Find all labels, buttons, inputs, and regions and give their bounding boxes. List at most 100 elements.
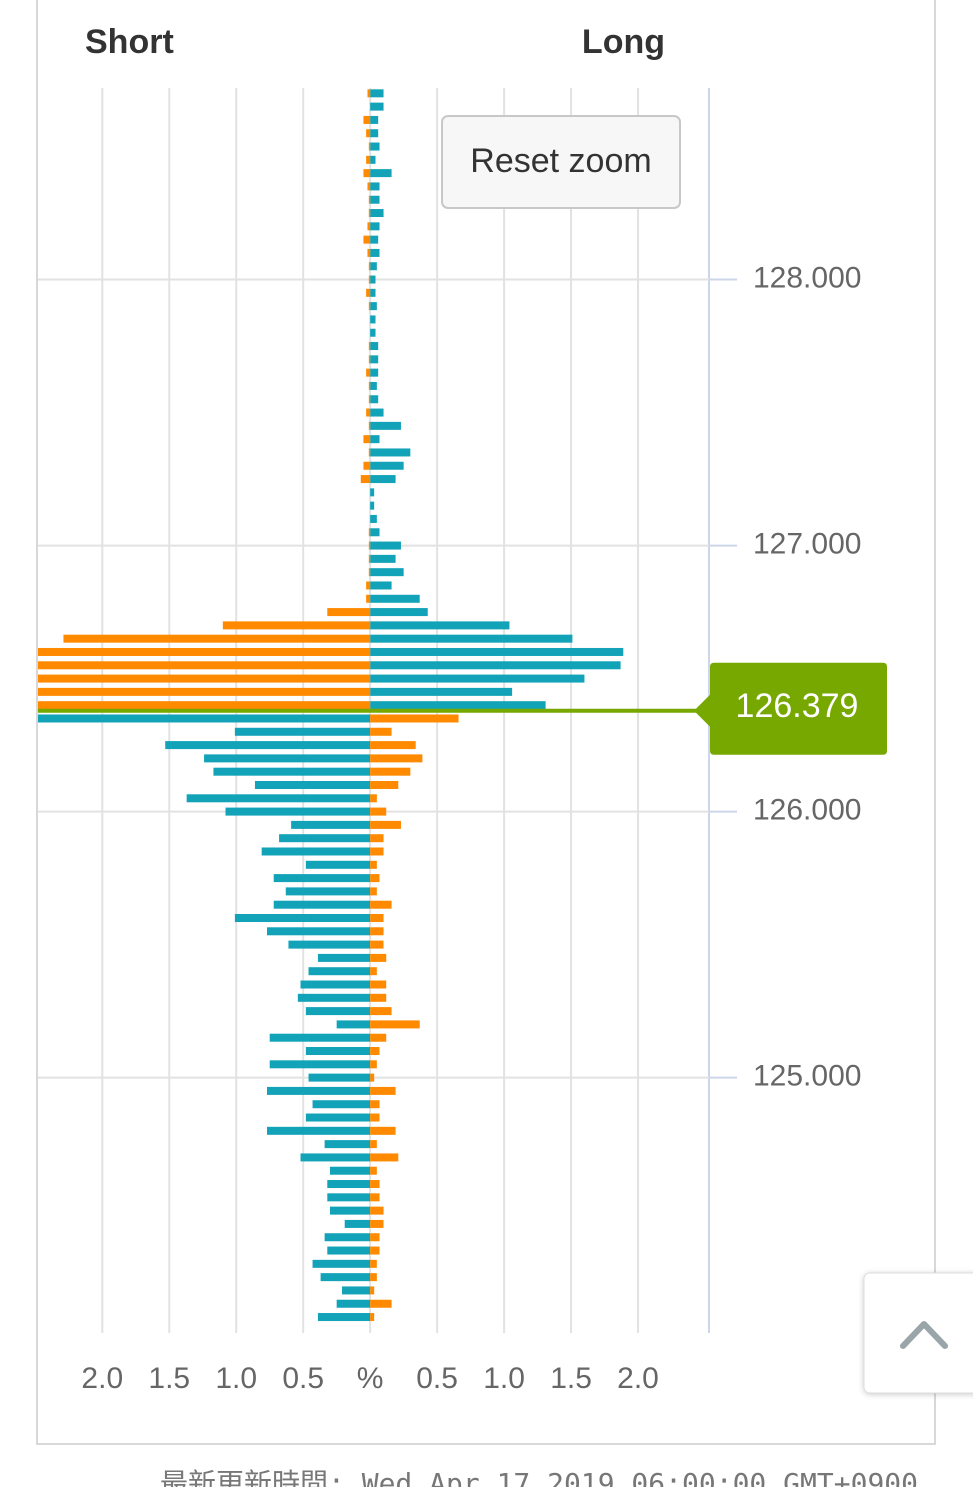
bar: [370, 288, 376, 297]
bar: [370, 847, 384, 856]
bar: [300, 1153, 371, 1162]
reset-zoom-bg[interactable]: [441, 115, 681, 209]
bar: [38, 714, 371, 723]
bar: [360, 475, 371, 484]
bar: [370, 581, 392, 590]
bar: [368, 381, 371, 390]
bar: [324, 1140, 371, 1149]
bar: [370, 488, 375, 497]
bar: [269, 1033, 371, 1042]
bar: [165, 741, 371, 750]
y-tick-label: 126.000: [753, 794, 861, 827]
bar: [370, 1020, 420, 1029]
bar: [254, 780, 371, 789]
bar: [370, 89, 384, 98]
bar: [370, 900, 392, 909]
bar: [370, 421, 401, 430]
bar: [312, 1100, 371, 1109]
bar: [370, 115, 379, 124]
bar: [368, 448, 371, 457]
bar: [370, 1047, 380, 1056]
bar: [370, 554, 396, 563]
bar: [370, 727, 392, 736]
bar: [370, 1259, 377, 1268]
bar: [370, 501, 375, 510]
bar: [267, 1086, 371, 1095]
bar: [370, 1086, 396, 1095]
bar: [327, 608, 371, 617]
bar: [368, 421, 371, 430]
bar: [370, 701, 546, 710]
bar: [363, 115, 371, 124]
bar: [370, 1153, 399, 1162]
bar: [370, 1206, 384, 1215]
scroll-top-button[interactable]: [863, 1272, 973, 1394]
bar: [370, 687, 513, 696]
bar: [370, 1126, 396, 1135]
y-tick-label: 128.000: [753, 261, 861, 294]
bar: [370, 794, 377, 803]
bar: [367, 248, 371, 257]
bar: [370, 328, 376, 337]
bar: [327, 1180, 371, 1189]
x-tick-label: 2.0: [617, 1362, 659, 1395]
bar: [366, 408, 371, 417]
bar: [370, 1007, 392, 1016]
bar: [370, 448, 411, 457]
bar: [279, 834, 371, 843]
bar: [370, 780, 399, 789]
bar: [368, 275, 371, 284]
bar: [370, 129, 379, 138]
bar: [370, 408, 384, 417]
x-tick-label: %: [357, 1362, 384, 1395]
bar: [370, 887, 377, 896]
bar: [285, 887, 371, 896]
bar: [370, 568, 404, 577]
bar: [370, 195, 380, 204]
bar: [370, 1166, 377, 1175]
reset-zoom-text[interactable]: Reset zoom: [470, 142, 651, 180]
bar: [368, 355, 371, 364]
bar: [363, 435, 371, 444]
overlay: 2.0 1.5 1.0 0.5% 0.5 1.0 1.5 2.0 128.000 127.000 1…: [38, 261, 887, 1395]
reset-zoom-button[interactable]: Reset zoom: [441, 115, 681, 209]
bar: [370, 634, 573, 643]
bar: [366, 581, 371, 590]
bar: [367, 182, 371, 191]
bar: [336, 1299, 371, 1308]
bar: [204, 754, 371, 763]
x-tick-label: 1.5: [550, 1362, 592, 1395]
bar: [370, 914, 384, 922]
bar: [370, 980, 387, 989]
bar: [261, 847, 371, 856]
bar: [366, 129, 371, 138]
bar: [370, 169, 392, 178]
current-price-label: 126.379: [736, 687, 859, 725]
bar: [308, 967, 371, 976]
bar: [273, 900, 371, 909]
bar: [38, 674, 371, 683]
current-price-badge: [694, 662, 887, 755]
bar: [327, 1193, 371, 1202]
y-tick-label: 127.000: [753, 527, 861, 560]
bar: [297, 993, 371, 1002]
bar: [370, 754, 423, 763]
bar: [370, 967, 377, 976]
bar: [269, 1060, 371, 1069]
bar: [38, 687, 371, 696]
bar: [370, 621, 510, 630]
bar: [370, 767, 411, 776]
bar: [370, 182, 380, 191]
bar: [336, 1020, 371, 1029]
bar: [370, 395, 379, 404]
bar: [370, 1113, 380, 1122]
bar: [370, 209, 384, 218]
bar: [363, 235, 371, 244]
bar: [370, 262, 377, 271]
bar: [305, 1007, 371, 1016]
bar: [370, 1273, 377, 1282]
bar: [342, 1286, 371, 1295]
chevron-up-icon[interactable]: [900, 1321, 948, 1349]
bar: [329, 1166, 371, 1175]
bar: [370, 248, 380, 257]
